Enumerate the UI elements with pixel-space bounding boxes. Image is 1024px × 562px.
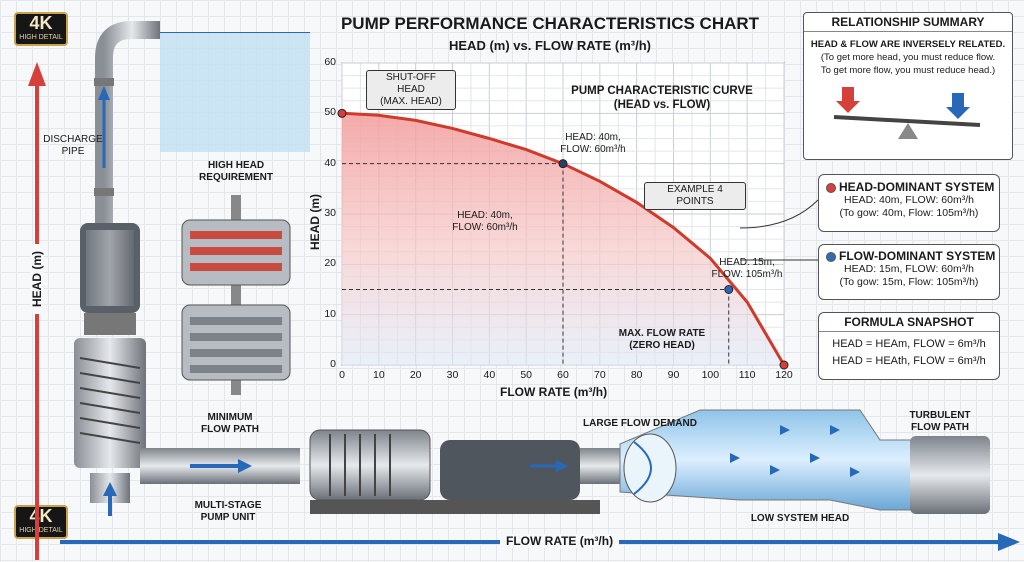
x-tick-label: 110 (738, 369, 756, 381)
x-tick-label: 70 (593, 369, 606, 381)
head-dominant-line2: (To gow: 40m, Flow: 105m³/h) (839, 207, 979, 219)
chart-point-2 (724, 285, 734, 294)
relationship-summary-header: RELATIONSHIP SUMMARY (804, 13, 1012, 32)
x-tick-label: 50 (520, 369, 532, 381)
badge-bottom-sub: HIGH DETAIL (19, 527, 63, 534)
formula-panel: FORMULA SNAPSHOT HEAD = HEAm, FLOW = 6m³… (818, 312, 1000, 380)
flow-dominant-title: FLOW-DOMINANT SYSTEM (839, 249, 996, 263)
y-tick-label: 30 (324, 207, 336, 219)
point-a-lower-label: HEAD: 40m, FLOW: 60m³/h (452, 210, 518, 233)
water-tank-icon (160, 32, 310, 152)
minimum-flow-path-label: MINIMUM FLOW PATH (201, 412, 259, 435)
badge-top-text: 4K (29, 13, 53, 33)
chart-xlabel: FLOW RATE (m³/h) (500, 385, 608, 399)
chart-point-3 (779, 360, 789, 370)
x-tick-label: 20 (409, 369, 422, 381)
y-tick-label: 50 (324, 106, 336, 119)
head-dominant-dot-icon (826, 183, 836, 193)
relationship-summary-panel: RELATIONSHIP SUMMARY HEAD & FLOW ARE INV… (803, 12, 1013, 160)
head-dominant-panel: HEAD-DOMINANT SYSTEM HEAD: 40m, FLOW: 60… (818, 174, 1000, 232)
multi-stage-pump-label: MULTI-STAGE PUMP UNIT (194, 500, 262, 523)
x-tick-label: 90 (667, 369, 680, 381)
performance-chart (337, 62, 789, 370)
formula-line2: HEAD = HEAth, FLOW = 6m³/h (832, 355, 986, 367)
flow-dominant-panel: FLOW-DOMINANT SYSTEM HEAD: 15m, FLOW: 60… (818, 244, 1000, 300)
chart-point-0 (337, 108, 347, 118)
flow-dominant-dot-icon (826, 252, 836, 262)
chart-subtitle: HEAD (m) vs. FLOW RATE (m³/h) (449, 38, 651, 53)
max-flow-label: MAX. FLOW RATE (ZERO HEAD) (618, 328, 706, 351)
chart-ylabel: HEAD (m) (308, 194, 322, 250)
flow-bottom-label: FLOW RATE (m³/h) (500, 534, 620, 548)
chart-title: PUMP PERFORMANCE CHARACTERISTICS CHART (340, 14, 760, 33)
x-tick-label: 60 (557, 369, 569, 381)
turbulent-flow-path-label: TURBULENT FLOW PATH (909, 410, 971, 433)
point-b-label: HEAD: 15m, FLOW: 105m³/h (711, 257, 783, 280)
chart-point-1 (558, 159, 568, 169)
x-tick-label: 0 (339, 369, 345, 381)
y-tick-label: 20 (324, 257, 336, 270)
connector-lines (740, 199, 819, 261)
relationship-line2: To get more flow, you must reduce head.) (820, 65, 996, 76)
head-vertical-label: HEAD (m) (30, 244, 44, 314)
impeller-stack-icon (181, 195, 291, 395)
head-axis-arrow-icon (28, 62, 46, 560)
curve-area-fill (342, 113, 784, 365)
example-points-callout: EXAMPLE 4 POINTS (644, 182, 746, 210)
badge-top-sub: HIGH DETAIL (19, 34, 63, 41)
y-tick-label: 40 (324, 156, 336, 169)
badge-4k-top: 4K HIGH DETAIL (14, 12, 68, 46)
x-tick-label: 40 (483, 369, 496, 381)
point-a-upper-label: HEAD: 40m, FLOW: 60m³/h (560, 132, 626, 155)
x-tick-label: 30 (446, 369, 459, 381)
vertical-pump-icon (74, 21, 160, 516)
seesaw-icon (833, 87, 981, 139)
y-tick-label: 60 (324, 56, 336, 68)
x-tick-label: 100 (701, 369, 720, 381)
flow-dominant-line2: (To gow: 15m, Flow: 105m³/h) (839, 276, 979, 288)
x-tick-label: 10 (372, 369, 385, 381)
relationship-headline: HEAD & FLOW ARE INVERSELY RELATED. (810, 39, 1006, 50)
x-tick-label: 120 (775, 369, 793, 381)
discharge-pipe-label: DISCHARGE PIPE (43, 134, 103, 157)
y-tick-label: 0 (330, 358, 336, 370)
formula-line1: HEAD = HEAm, FLOW = 6m³/h (832, 338, 986, 350)
y-tick-label: 10 (324, 307, 336, 320)
high-head-label: HIGH HEAD REQUIREMENT (199, 160, 273, 183)
relationship-line1: (To get more head, you must reduce flow. (820, 52, 996, 63)
head-dominant-title: HEAD-DOMINANT SYSTEM (839, 180, 995, 194)
x-tick-label: 80 (630, 369, 643, 381)
formula-header: FORMULA SNAPSHOT (819, 313, 999, 332)
horizontal-pipe-icon (140, 409, 990, 514)
low-system-head-label: LOW SYSTEM HEAD (750, 513, 850, 524)
large-flow-demand-label: LARGE FLOW DEMAND (583, 418, 697, 429)
head-dominant-line1: HEAD: 40m, FLOW: 60m³/h (844, 194, 974, 206)
shutoff-head-callout: SHUT-OFF HEAD (MAX. HEAD) (366, 70, 456, 110)
flow-dominant-line1: HEAD: 15m, FLOW: 60m³/h (844, 263, 974, 275)
curve-label: PUMP CHARACTERISTIC CURVE (HEAD vs. FLOW… (571, 85, 753, 111)
